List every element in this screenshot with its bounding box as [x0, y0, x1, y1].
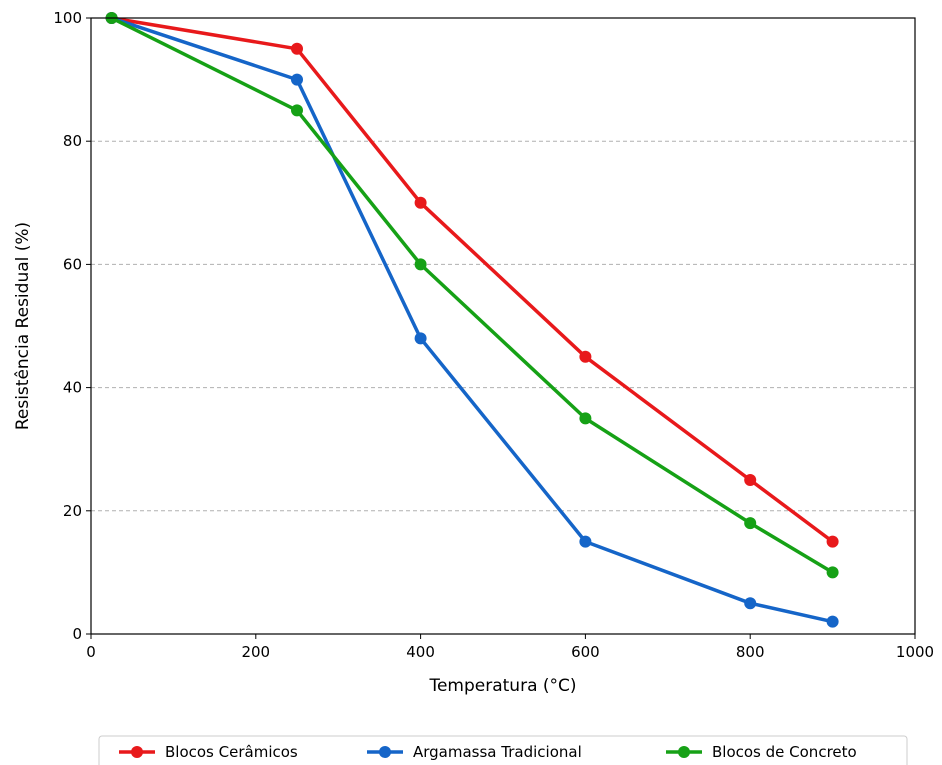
y-tick-label: 60	[63, 255, 82, 273]
legend-item-3: Blocos de Concreto	[666, 743, 857, 761]
x-tick-label: 600	[571, 643, 600, 661]
data-point	[826, 566, 839, 579]
data-point	[744, 597, 757, 610]
x-tick-label: 1000	[896, 643, 934, 661]
legend-label: Argamassa Tradicional	[413, 743, 582, 761]
data-point	[291, 42, 303, 55]
legend-swatch-marker	[678, 746, 690, 758]
legend-label: Blocos Cerâmicos	[165, 743, 298, 761]
legend: Blocos Cerâmicos Argamassa Tradicional Blo…	[98, 735, 908, 765]
data-point	[826, 535, 839, 548]
data-point	[579, 535, 592, 548]
axis-ticks: 0 200 400 600 800 1000 0 20 40 60 80 100	[53, 9, 934, 661]
data-point	[579, 412, 592, 425]
x-tick-label: 200	[241, 643, 270, 661]
legend-item-1: Blocos Cerâmicos	[119, 743, 298, 761]
legend-label: Blocos de Concreto	[712, 743, 857, 761]
y-tick-label: 0	[72, 625, 82, 643]
data-point	[414, 196, 427, 209]
data-point	[579, 350, 592, 363]
data-point	[291, 104, 303, 117]
series-line	[109, 16, 835, 624]
data-point	[414, 332, 427, 345]
data-point	[826, 615, 839, 628]
y-axis-label: Resistência Residual (%)	[13, 222, 33, 430]
x-tick-label: 0	[86, 643, 96, 661]
plot-frame	[90, 17, 916, 635]
series-line	[109, 16, 835, 544]
legend-items: Blocos Cerâmicos Argamassa Tradicional Blo…	[119, 743, 857, 761]
legend-item-2: Argamassa Tradicional	[367, 743, 582, 761]
series-line	[109, 16, 835, 575]
y-tick-label: 80	[63, 132, 82, 150]
grid-lines	[91, 140, 915, 512]
y-tick-label: 20	[63, 502, 82, 520]
data-point	[291, 73, 303, 86]
legend-swatch-marker	[379, 746, 391, 758]
data-point	[744, 517, 757, 530]
x-tick-label: 800	[736, 643, 765, 661]
series-1	[105, 12, 839, 548]
data-point	[414, 258, 427, 271]
y-tick-label: 100	[53, 9, 82, 27]
x-axis-label: Temperatura (°C)	[428, 676, 576, 696]
data-point	[744, 474, 757, 486]
legend-swatch-marker	[131, 746, 143, 758]
series-layer	[105, 12, 839, 628]
y-tick-label: 40	[63, 379, 82, 397]
x-tick-label: 400	[406, 643, 435, 661]
legend-box	[98, 735, 908, 765]
